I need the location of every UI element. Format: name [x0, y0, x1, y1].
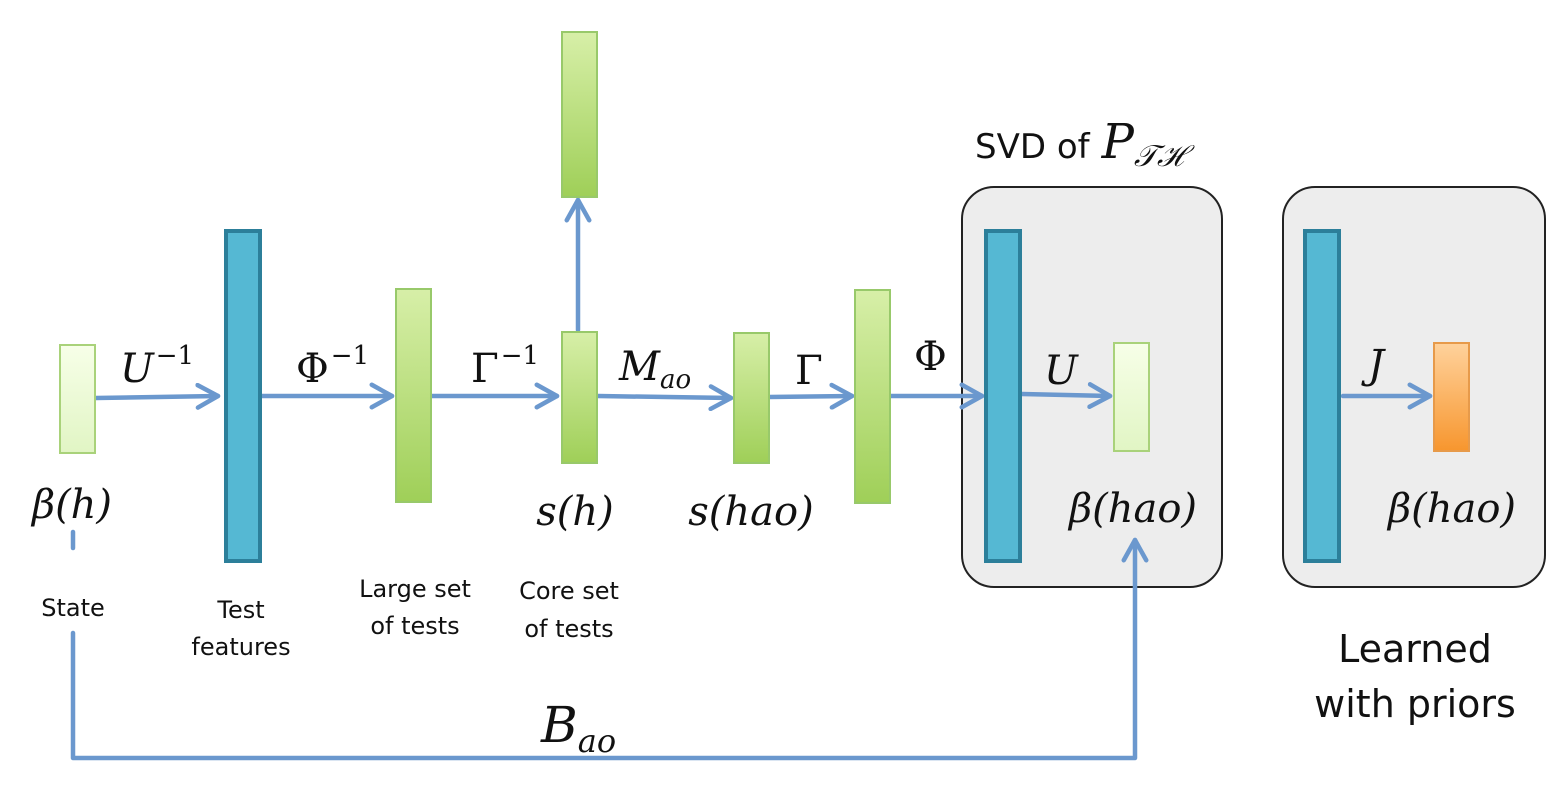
label-m-ao: Mao: [618, 344, 691, 395]
beta-hao-svd-label: β(hao): [1067, 486, 1197, 532]
arrow-m-ao: [595, 384, 734, 412]
state-caption: State: [41, 594, 105, 622]
arrow-b-ao: [70, 537, 1149, 761]
learned-beta-vector: [1433, 342, 1470, 452]
label-phi-inv: Φ−1: [296, 341, 369, 392]
projected-vector: [561, 31, 598, 198]
learned-caption-2: with priors: [1314, 682, 1516, 726]
svd-features-vector: [984, 229, 1022, 563]
expanded-vector: [854, 289, 891, 504]
s-h-label: s(h): [536, 489, 614, 535]
svd-beta-vector: [1113, 342, 1150, 452]
large-set-caption-2: of tests: [370, 612, 459, 640]
large-set-caption-1: Large set: [359, 575, 471, 603]
s-hao-label: s(hao): [688, 489, 813, 535]
arrow-u-inv: [93, 382, 221, 410]
learned-caption-1: Learned: [1338, 627, 1492, 671]
core-set-vector: [561, 331, 598, 464]
beta-h-label: β(h): [30, 482, 112, 528]
svd-title: SVD of P𝒯ℋ: [975, 114, 1195, 174]
core-set-caption-1: Core set: [519, 577, 619, 605]
core-set-caption-2: of tests: [524, 615, 613, 643]
test-features-vector: [224, 229, 262, 563]
label-u: U: [1044, 348, 1079, 394]
label-u-inv: U−1: [120, 341, 194, 392]
s-hao-vector: [733, 332, 770, 464]
test-features-caption-1: Test: [216, 596, 264, 624]
arrow-gamma: [766, 382, 855, 410]
test-features-caption-2: features: [191, 633, 290, 661]
label-gamma: Γ: [795, 348, 823, 394]
arrow-u: [1019, 382, 1113, 410]
learned-features-vector: [1303, 229, 1341, 563]
large-set-vector: [395, 288, 432, 503]
label-b-ao: Bao: [540, 696, 616, 760]
beta-hao-learned-label: β(hao): [1386, 486, 1516, 532]
label-phi: Φ: [914, 334, 947, 380]
state-vector: [59, 344, 96, 454]
label-gamma-inv: Γ−1: [471, 341, 539, 392]
